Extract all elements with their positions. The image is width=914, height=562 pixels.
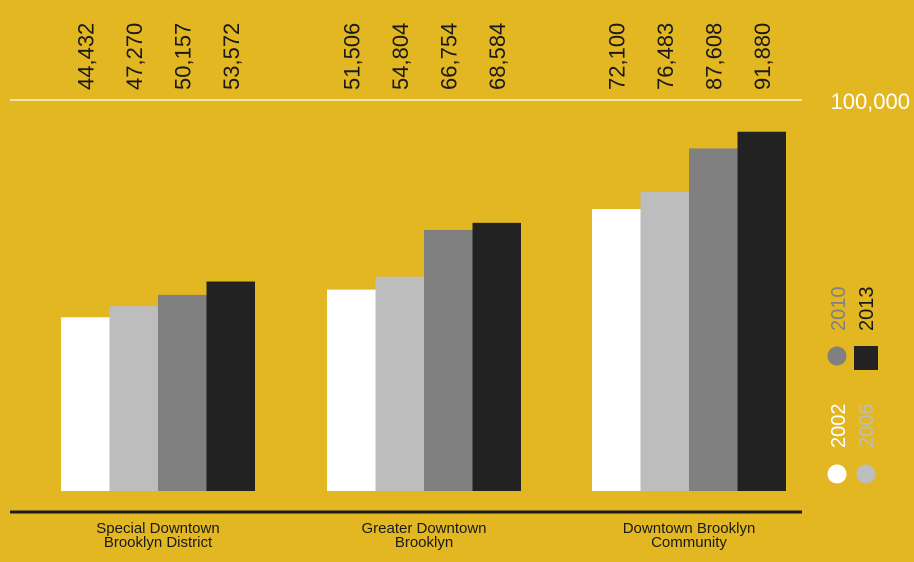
bars-group bbox=[61, 131, 786, 492]
value-label: 54,804 bbox=[388, 23, 413, 90]
bar-2002-2 bbox=[327, 289, 376, 491]
legend-label-2006: 2006 bbox=[856, 404, 878, 449]
bar-2002-1 bbox=[61, 317, 110, 491]
category-label-line: Brooklyn District bbox=[104, 534, 213, 551]
category-label-line: Greater Downtown bbox=[361, 520, 486, 537]
bar-2010-3 bbox=[689, 148, 738, 492]
value-label: 66,754 bbox=[436, 23, 461, 90]
value-label: 68,584 bbox=[485, 23, 510, 90]
legend-marker-2013 bbox=[854, 346, 878, 370]
value-label: 72,100 bbox=[604, 23, 629, 90]
legend-label-2010: 2010 bbox=[828, 287, 850, 332]
legend-marker-2002 bbox=[827, 464, 847, 484]
legend-label-2002: 2002 bbox=[828, 404, 850, 449]
bar-2013-3 bbox=[737, 131, 786, 491]
legend-label-2013: 2013 bbox=[856, 287, 878, 332]
bar-2010-2 bbox=[424, 229, 473, 491]
category-label-line: Community bbox=[651, 534, 727, 551]
value-labels-group: 44,432 47,270 50,157 53,572 51,506 54,804 66,7… bbox=[73, 23, 775, 90]
reference-line-label: 100,000 bbox=[830, 89, 910, 114]
category-label-line: Brooklyn bbox=[395, 534, 453, 551]
legend-marker-2010 bbox=[827, 346, 847, 366]
value-label: 47,270 bbox=[122, 23, 147, 90]
value-label: 50,157 bbox=[170, 23, 195, 90]
category-label-line: Downtown Brooklyn bbox=[623, 520, 756, 537]
legend: 2010 2013 2002 2006 bbox=[827, 287, 878, 484]
value-label: 53,572 bbox=[219, 23, 244, 90]
bar-2002-3 bbox=[592, 209, 641, 492]
value-label: 51,506 bbox=[339, 23, 364, 90]
bar-2010-1 bbox=[158, 294, 207, 491]
value-label: 76,483 bbox=[653, 23, 678, 90]
value-label: 91,880 bbox=[750, 23, 775, 90]
bar-2006-1 bbox=[109, 306, 158, 491]
bar-2013-1 bbox=[206, 281, 255, 491]
value-label: 87,608 bbox=[701, 23, 726, 90]
bar-2006-3 bbox=[640, 191, 689, 491]
bar-2006-2 bbox=[375, 276, 424, 491]
bar-2013-2 bbox=[472, 222, 521, 492]
value-label: 44,432 bbox=[73, 23, 98, 90]
category-label-line: Special Downtown bbox=[96, 520, 219, 537]
legend-marker-2006 bbox=[856, 464, 876, 484]
